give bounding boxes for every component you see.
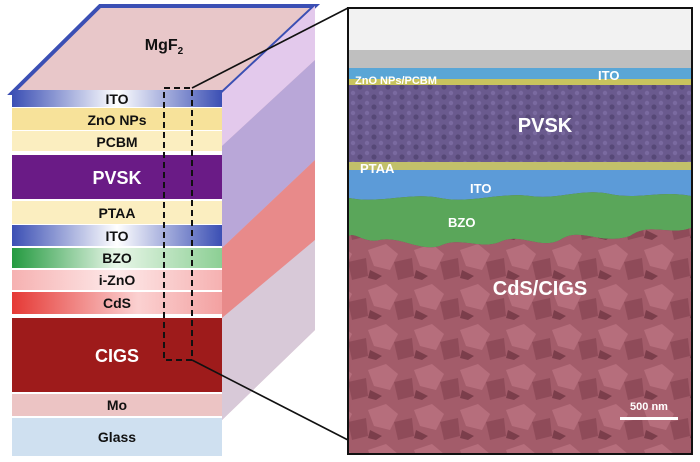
sem-label-ito-top: ITO (598, 68, 619, 83)
sem-ptaa (349, 162, 691, 170)
label-cds: CdS (103, 295, 131, 311)
connector-top (191, 7, 349, 89)
label-ptaa: PTAA (98, 205, 135, 221)
label-pcbm: PCBM (96, 134, 137, 150)
label-cigs: CIGS (95, 346, 139, 366)
label-pvsk: PVSK (92, 168, 141, 188)
sem-bzo (349, 192, 691, 248)
sem-zno-pcbm (349, 79, 691, 85)
sem-label-zno-pcbm: ZnO NPs/PCBM (355, 75, 437, 87)
connector-bottom (191, 359, 349, 441)
layer-stack: MgF2 ITO ZnO NPs PCBM PVSK PTAA ITO BZO … (7, 4, 321, 456)
sem-pvsk (349, 85, 691, 163)
sem-cigs (349, 228, 691, 453)
sem-image: ZnO NPs/PCBM ITO PVSK PTAA ITO BZO CdS/C… (347, 7, 693, 455)
label-ito-top: ITO (105, 91, 128, 107)
sem-label-pvsk: PVSK (518, 115, 573, 137)
scale-bar-label: 500 nm (630, 401, 668, 413)
sem-ito-top (349, 68, 691, 82)
layer-zno-nps (12, 108, 222, 130)
sem-label-ptaa: PTAA (360, 161, 395, 176)
sem-ito-mid (349, 170, 691, 200)
layer-pvsk (12, 155, 222, 199)
label-izno: i-ZnO (99, 272, 136, 288)
label-zno-nps: ZnO NPs (87, 112, 146, 128)
layer-ptaa (12, 201, 222, 224)
label-ito-mid: ITO (105, 228, 128, 244)
layer-bzo (12, 248, 222, 268)
label-bzo: BZO (102, 250, 132, 266)
layer-ito-mid (12, 225, 222, 246)
layer-izno (12, 270, 222, 290)
sem-label-cigs: CdS/CIGS (493, 278, 587, 300)
label-mgf2: MgF2 (145, 37, 184, 57)
layer-pcbm (12, 131, 222, 151)
layer-cds (12, 292, 222, 314)
sem-label-bzo: BZO (448, 215, 475, 230)
layer-mo (12, 394, 222, 416)
layer-ito-top (12, 90, 222, 107)
label-mo: Mo (107, 397, 127, 413)
layer-glass (12, 418, 222, 456)
label-glass: Glass (98, 429, 136, 445)
scale-bar (620, 417, 678, 420)
layer-cigs (12, 318, 222, 392)
sem-label-ito-mid: ITO (470, 181, 491, 196)
crop-indicator (163, 87, 193, 361)
